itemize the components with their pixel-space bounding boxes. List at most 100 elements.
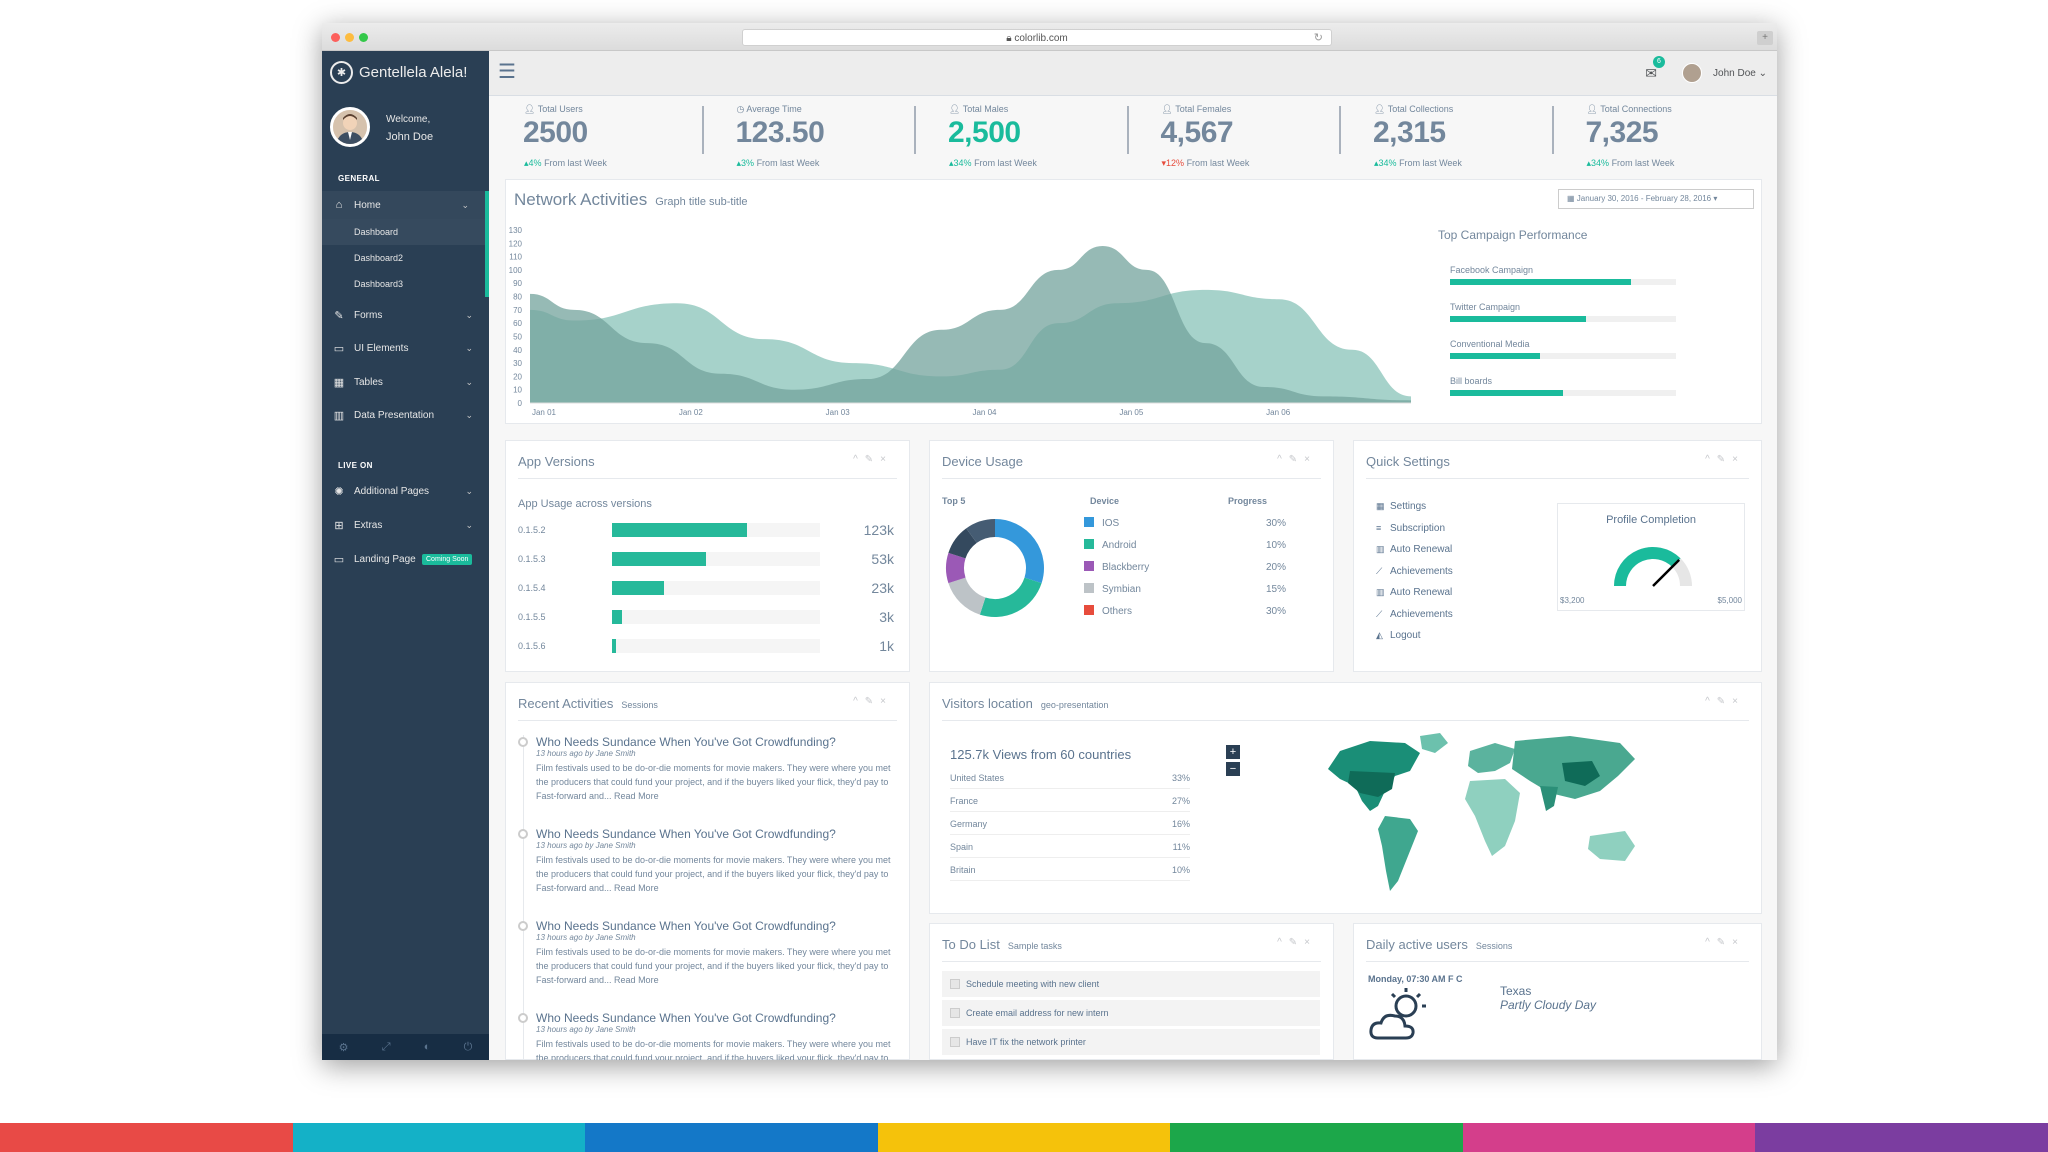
daily-subtitle: Sessions (1475, 941, 1513, 951)
menu-toggle-icon[interactable]: ☰ (498, 61, 516, 83)
user-menu[interactable]: John Doe ⌄ (1713, 68, 1767, 79)
sidebar-item-ui-elements[interactable]: ▭ UI Elements ⌄ (322, 334, 489, 362)
fullscreen-icon[interactable]: ⤢ (381, 1040, 391, 1053)
collapse-icon[interactable]: ^ (1277, 937, 1289, 948)
tile-label-text: Total Males (962, 104, 1009, 114)
map-zoom-in-button[interactable]: + (1226, 745, 1240, 759)
close-icon[interactable]: × (1732, 454, 1745, 465)
wrench-icon[interactable]: ✎ (1716, 454, 1733, 465)
activity-author[interactable]: Jane Smith (595, 749, 636, 758)
power-icon[interactable]: ⏻ (463, 1040, 473, 1053)
close-icon[interactable]: × (1732, 937, 1745, 948)
map-south-america[interactable] (1378, 816, 1418, 891)
quick-setting-auto-renewal[interactable]: ▥ Auto Renewal (1376, 542, 1452, 556)
todo-checkbox[interactable] (950, 979, 960, 989)
close-icon[interactable]: × (1304, 454, 1317, 465)
campaign-label: Bill boards (1450, 376, 1493, 386)
close-icon[interactable]: × (880, 454, 893, 465)
panel-tools[interactable]: ^✎× (853, 454, 893, 465)
collapse-icon[interactable]: ^ (1705, 696, 1717, 707)
world-map[interactable] (1300, 731, 1660, 911)
close-icon[interactable]: × (880, 696, 893, 707)
read-more-link[interactable]: Read More (614, 791, 659, 801)
sidebar-item-data-presentation[interactable]: ▥ Data Presentation ⌄ (322, 401, 489, 429)
close-window-icon[interactable] (331, 33, 340, 42)
lock-icon[interactable]: ◐ (423, 1041, 431, 1053)
date-range-picker[interactable]: ▦ January 30, 2016 - February 28, 2016 ▾ (1558, 189, 1754, 209)
wrench-icon[interactable]: ✎ (1716, 696, 1733, 707)
quick-setting-subscription[interactable]: ≡ Subscription (1376, 521, 1445, 535)
sidebar-item-forms[interactable]: ✎ Forms ⌄ (322, 301, 489, 329)
panel-tools[interactable]: ^✎× (1277, 454, 1317, 465)
panel-tools[interactable]: ^✎× (1705, 696, 1745, 707)
sidebar-item-home[interactable]: ⌂ Home ⌄ (322, 191, 489, 219)
todo-item[interactable]: Create email address for new intern (942, 1000, 1320, 1026)
collapse-icon[interactable]: ^ (1277, 454, 1289, 465)
settings-icon[interactable]: ⚙ (338, 1041, 349, 1054)
sidebar-sub-dashboard3[interactable]: Dashboard3 (322, 271, 489, 297)
panel-tools[interactable]: ^✎× (1277, 937, 1317, 948)
panel-tools[interactable]: ^✎× (1705, 937, 1745, 948)
quick-setting-achievements[interactable]: ⟋ Achievements (1376, 564, 1453, 578)
quick-setting-logout[interactable]: ◭ Logout (1376, 628, 1421, 642)
todo-item[interactable]: Have IT fix the network printer (942, 1029, 1320, 1055)
sidebar-item-extras[interactable]: ⊞ Extras ⌄ (322, 511, 489, 539)
activity-author[interactable]: Jane Smith (595, 933, 636, 942)
wrench-icon[interactable]: ✎ (864, 696, 881, 707)
tile-change-pct: 34% (1378, 158, 1397, 168)
activity-title[interactable]: Who Needs Sundance When You've Got Crowd… (536, 827, 836, 841)
todo-checkbox[interactable] (950, 1008, 960, 1018)
minimize-window-icon[interactable] (345, 33, 354, 42)
activity-title[interactable]: Who Needs Sundance When You've Got Crowd… (536, 919, 836, 933)
visitor-country: Germany (950, 819, 988, 829)
map-china[interactable] (1562, 761, 1600, 786)
wrench-icon[interactable]: ✎ (1288, 454, 1305, 465)
address-bar[interactable]: 🔒︎ colorlib.com ↻ (742, 29, 1332, 46)
sidebar-item-additional-pages[interactable]: ✺ Additional Pages ⌄ (322, 477, 489, 505)
wrench-icon[interactable]: ✎ (1288, 937, 1305, 948)
collapse-icon[interactable]: ^ (1705, 454, 1717, 465)
map-africa[interactable] (1465, 779, 1520, 856)
collapse-icon[interactable]: ^ (853, 696, 865, 707)
close-icon[interactable]: × (1304, 937, 1317, 948)
collapse-icon[interactable]: ^ (853, 454, 865, 465)
y-tick-label: 60 (513, 319, 522, 328)
section-live-on: LIVE ON (338, 461, 373, 470)
activity-author[interactable]: Jane Smith (595, 1025, 636, 1034)
map-india[interactable] (1540, 786, 1558, 811)
user-avatar[interactable] (1682, 63, 1702, 83)
map-usa[interactable] (1348, 771, 1395, 797)
close-icon[interactable]: × (1732, 696, 1745, 707)
quick-setting-auto-renewal[interactable]: ▥ Auto Renewal (1376, 585, 1452, 599)
collapse-icon[interactable]: ^ (1705, 937, 1717, 948)
maximize-window-icon[interactable] (359, 33, 368, 42)
envelope-icon[interactable]: ✉ (1645, 65, 1657, 81)
todo-checkbox[interactable] (950, 1037, 960, 1047)
panel-tools[interactable]: ^✎× (853, 696, 893, 707)
reload-icon[interactable]: ↻ (1313, 32, 1323, 44)
tile-value: 2500 (523, 116, 588, 149)
new-tab-icon[interactable]: + (1757, 31, 1773, 45)
sidebar-item-landing-page[interactable]: ▭ Landing Page Coming Soon (322, 545, 489, 573)
map-australia[interactable] (1588, 831, 1635, 861)
weather-time: Monday, 07:30 AM F C (1368, 974, 1463, 984)
activity-title[interactable]: Who Needs Sundance When You've Got Crowd… (536, 1011, 836, 1025)
wrench-icon[interactable]: ✎ (864, 454, 881, 465)
activity-title[interactable]: Who Needs Sundance When You've Got Crowd… (536, 735, 836, 749)
activity-author[interactable]: Jane Smith (595, 841, 636, 850)
todo-item[interactable]: Schedule meeting with new client (942, 971, 1320, 997)
sidebar-sub-dashboard[interactable]: Dashboard (322, 219, 489, 245)
map-zoom-out-button[interactable]: − (1226, 762, 1240, 776)
map-greenland[interactable] (1420, 733, 1448, 753)
sidebar-item-tables[interactable]: ▦ Tables ⌄ (322, 368, 489, 396)
map-europe[interactable] (1468, 743, 1515, 773)
quick-setting-achievements[interactable]: ⟋ Achievements (1376, 607, 1453, 621)
sidebar-sub-dashboard2[interactable]: Dashboard2 (322, 245, 489, 271)
brand-logo[interactable]: ✱ Gentellela Alela! (330, 60, 467, 84)
read-more-link[interactable]: Read More (614, 975, 659, 985)
quick-setting-settings[interactable]: ▦ Settings (1376, 499, 1426, 513)
wrench-icon[interactable]: ✎ (1716, 937, 1733, 948)
coming-soon-badge: Coming Soon (422, 553, 473, 565)
panel-tools[interactable]: ^✎× (1705, 454, 1745, 465)
read-more-link[interactable]: Read More (614, 883, 659, 893)
